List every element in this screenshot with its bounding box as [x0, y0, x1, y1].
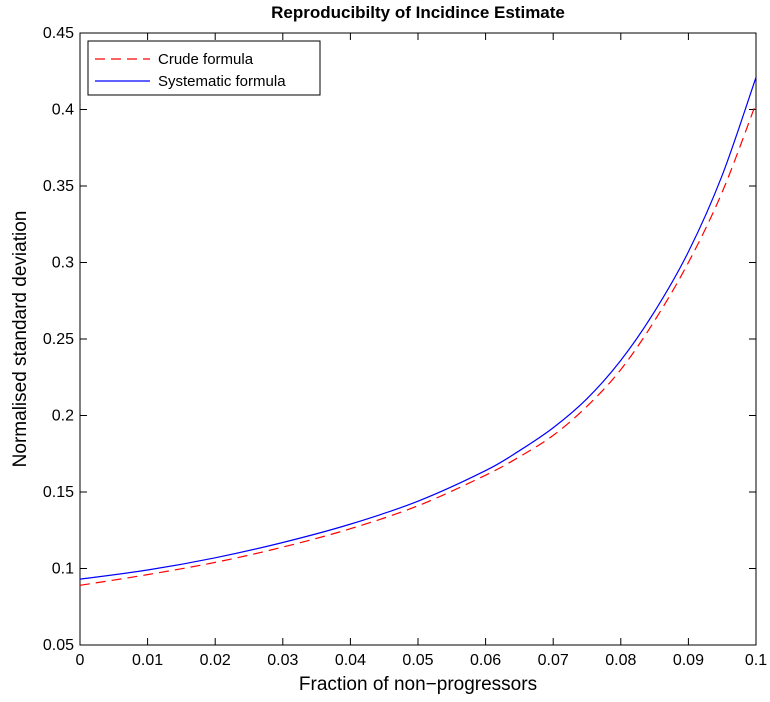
y-axis: 0.05 0.1 0.15 0.2 0.25 0.3 0.35 0.4 0.45 — [43, 25, 756, 654]
y-tick-label: 0.1 — [52, 561, 74, 578]
plot-frame — [79, 32, 757, 646]
series-line-systematic — [79, 77, 757, 580]
chart-title: Reproducibilty of Incidince Estimate — [271, 3, 565, 22]
x-tick-label: 0.09 — [673, 652, 704, 669]
legend-label-crude: Crude formula — [158, 51, 254, 68]
legend-label-systematic: Systematic formula — [158, 73, 286, 90]
x-tick-label: 0 — [76, 652, 85, 669]
x-tick-label: 0.07 — [538, 652, 569, 669]
x-tick-label: 0.03 — [267, 652, 298, 669]
x-tick-label: 0.08 — [605, 652, 636, 669]
x-tick-label: 0.1 — [745, 652, 767, 669]
x-tick-label: 0.02 — [200, 652, 231, 669]
y-tick-label: 0.25 — [43, 331, 74, 348]
y-tick-label: 0.35 — [43, 178, 74, 195]
plot-area — [79, 32, 757, 646]
x-tick-label: 0.05 — [402, 652, 433, 669]
x-tick-label: 0.06 — [470, 652, 501, 669]
x-axis: 0 0.01 0.02 0.03 0.04 0.05 0.06 0.07 0.08 0.09 0.1 — [76, 33, 767, 669]
y-tick-label: 0.15 — [43, 484, 74, 501]
x-axis-title: Fraction of non−progressors — [299, 674, 537, 695]
y-axis-title: Normalised standard deviation — [10, 211, 31, 468]
y-tick-label: 0.05 — [43, 637, 74, 654]
legend: Crude formula Systematic formula — [87, 40, 321, 96]
y-tick-label: 0.4 — [52, 102, 74, 119]
y-tick-label: 0.3 — [52, 255, 74, 272]
y-tick-label: 0.2 — [52, 408, 74, 425]
x-tick-label: 0.04 — [335, 652, 366, 669]
y-tick-label: 0.45 — [43, 25, 74, 42]
series-group — [79, 77, 757, 586]
series-line-crude — [79, 103, 757, 586]
x-tick-label: 0.01 — [132, 652, 163, 669]
legend-box — [87, 40, 321, 96]
